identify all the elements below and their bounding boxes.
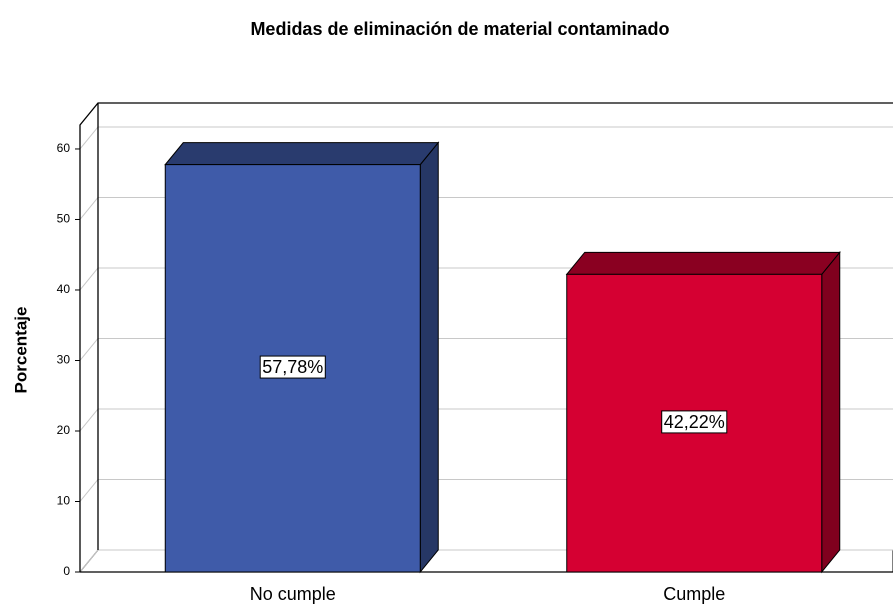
grid-line: [79, 408, 99, 432]
y-tick-label: 60: [57, 141, 71, 155]
grid-line: [79, 338, 99, 361]
grid-line: [79, 197, 99, 220]
y-tick-label: 40: [57, 282, 71, 296]
grid-line: [79, 479, 99, 502]
y-tick-label: 30: [57, 353, 71, 367]
chart-title: Medidas de eliminación de material conta…: [250, 19, 669, 39]
grid-line: [79, 126, 99, 150]
value-label-box: [259, 355, 326, 379]
x-tick-label: No cumple: [250, 584, 336, 604]
grid-line: [79, 549, 99, 573]
y-tick-label: 0: [63, 564, 70, 578]
value-label: 42,22%: [664, 412, 725, 432]
value-label-box: [661, 410, 728, 434]
value-label: 57,78%: [262, 357, 323, 377]
bar-top: [164, 142, 440, 166]
y-tick-label: 10: [57, 494, 71, 508]
y-tick-label: 20: [57, 423, 71, 437]
bar-side: [821, 250, 841, 574]
wall-frame: [79, 102, 893, 572]
y-tick-label: 50: [57, 212, 71, 226]
x-tick-label: Cumple: [663, 584, 725, 604]
y-axis-title: Porcentaje: [11, 307, 30, 394]
bar-side: [419, 141, 439, 574]
bar-top: [565, 251, 841, 275]
grid-line: [79, 267, 99, 291]
